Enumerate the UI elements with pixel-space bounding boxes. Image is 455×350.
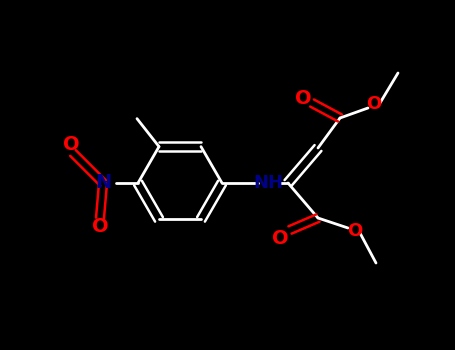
- Text: O: O: [63, 135, 79, 154]
- Text: N: N: [95, 174, 111, 192]
- Text: O: O: [272, 229, 288, 247]
- Text: O: O: [295, 89, 311, 107]
- Text: O: O: [92, 217, 108, 237]
- Text: O: O: [366, 95, 382, 113]
- Text: NH: NH: [253, 174, 283, 192]
- Text: O: O: [347, 222, 363, 240]
